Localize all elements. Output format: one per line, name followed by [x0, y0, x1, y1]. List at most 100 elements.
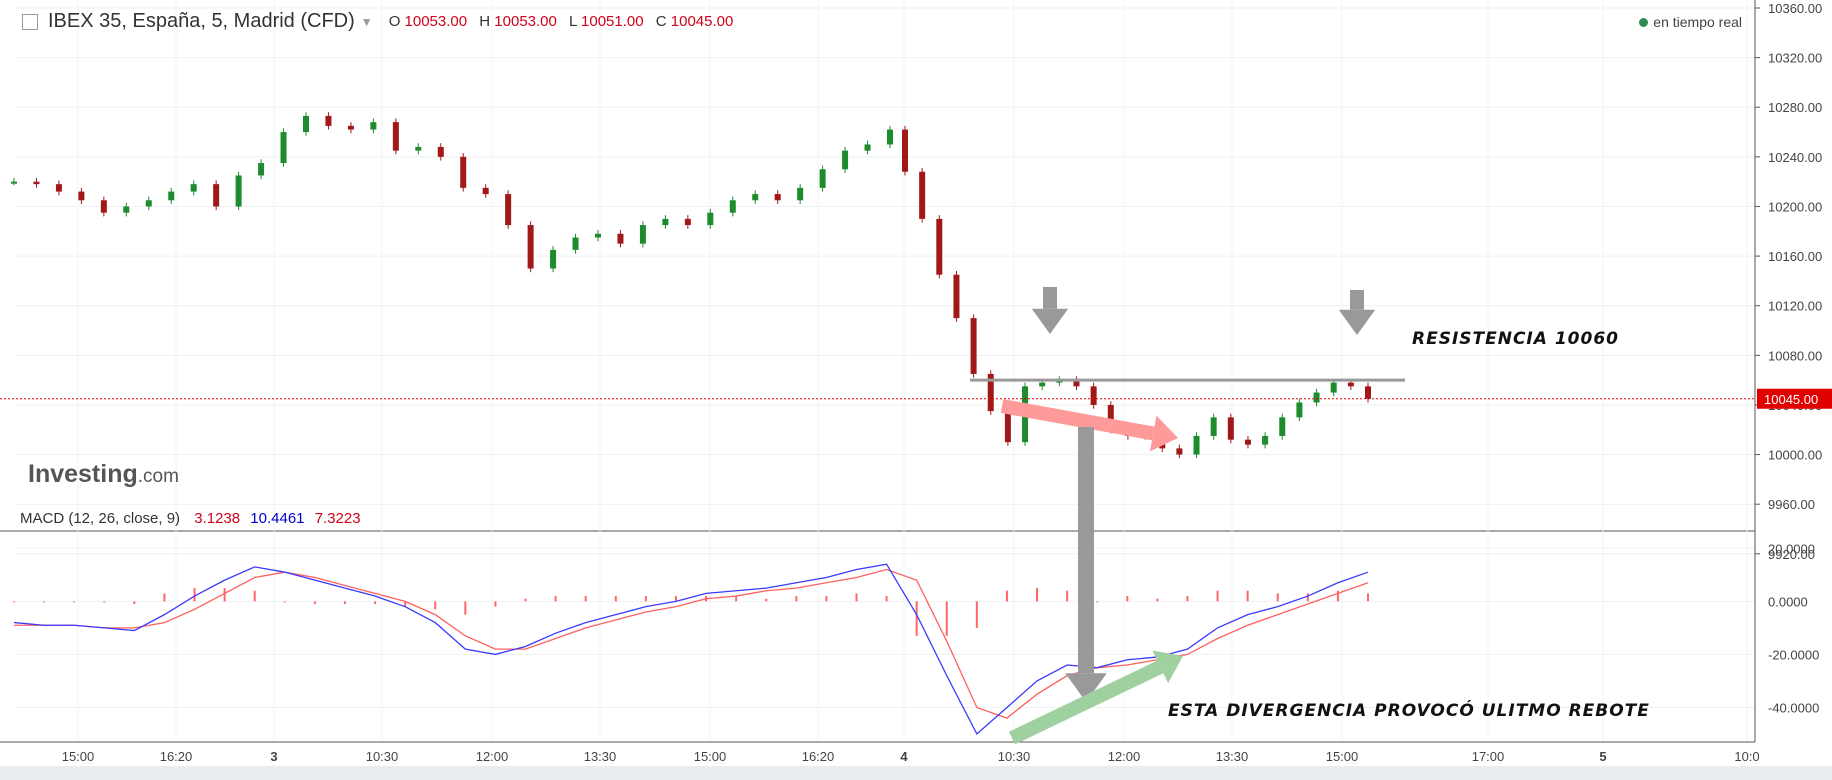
price-tick-label: 10080.00	[1768, 348, 1822, 363]
down-arrow-right-head	[1338, 309, 1376, 335]
candle-body	[987, 373, 994, 412]
histogram-bar	[945, 601, 948, 636]
candle-body	[190, 184, 197, 192]
candle-body	[527, 225, 534, 269]
histogram-bar	[614, 596, 617, 602]
histogram-bar	[313, 601, 316, 605]
signal-line	[14, 568, 1369, 719]
candle-body	[1107, 404, 1114, 430]
investing-logo: Investing.com	[28, 460, 179, 488]
candle-body	[595, 233, 601, 238]
time-tick-label: 16:20	[802, 749, 835, 764]
divergence-link-arrow-head	[1065, 673, 1107, 702]
resistance-annotation: RESISTENCIA 10060	[1412, 329, 1619, 349]
candle-body	[639, 225, 646, 244]
candle-body	[819, 169, 826, 188]
candle-body	[1262, 435, 1269, 445]
histogram-bar	[1096, 601, 1099, 603]
time-tick-label: 15:00	[1326, 749, 1359, 764]
histogram-bar	[1066, 590, 1069, 602]
candle-body	[936, 218, 943, 275]
histogram-bar	[1306, 593, 1309, 602]
candle-body	[482, 187, 489, 195]
price-divergence-arrow	[1000, 399, 1155, 441]
candle-body	[902, 129, 908, 172]
macd-line	[13, 563, 1369, 736]
candle-body	[347, 125, 354, 130]
candle-body	[280, 132, 287, 164]
candle-body	[123, 206, 130, 213]
time-tick-label: 3	[270, 749, 277, 764]
symbol-title[interactable]: IBEX 35, España, 5, Madrid (CFD)	[48, 10, 355, 32]
macd-tick-label: -40.0000	[1768, 700, 1819, 715]
ohlc-values: O 10053.00 H 10053.00 L 10051.00 C 10045…	[388, 13, 734, 30]
macd-divergence-arrow-head	[1152, 650, 1183, 684]
last-price-badge	[1757, 388, 1832, 409]
candle-body	[505, 194, 512, 226]
histogram-bar	[283, 601, 286, 603]
macd-tick-label: 0.0000	[1768, 594, 1808, 609]
down-arrow-left-head	[1031, 308, 1069, 334]
candle-body	[437, 146, 444, 157]
macd-hist-value: 3.1238	[194, 510, 241, 527]
bottom-toolbar	[0, 766, 1832, 780]
candle-body	[78, 191, 85, 201]
candle-body	[550, 249, 557, 269]
price-tick-label: 10120.00	[1768, 299, 1822, 314]
time-tick-label: 12:00	[476, 749, 509, 764]
histogram-bar	[43, 601, 46, 603]
histogram-bar	[1156, 598, 1159, 602]
macd-tick-label: 20.0000	[1768, 541, 1815, 556]
annotation-overlay	[970, 287, 1405, 745]
candle-body	[55, 184, 62, 192]
macd-value: 10.4461	[250, 510, 305, 527]
time-tick-label: 13:30	[584, 749, 617, 764]
candle-body	[145, 200, 152, 207]
candle-body	[1073, 380, 1080, 387]
price-divergence-arrow-head	[1149, 415, 1178, 452]
collapse-icon[interactable]	[22, 13, 38, 30]
price-tick-label: 9920.00	[1768, 547, 1815, 562]
histogram-bar	[825, 596, 828, 602]
candle-body	[887, 129, 893, 145]
histogram-bar	[193, 588, 196, 602]
time-tick-label: 10:30	[998, 749, 1031, 764]
candle-body	[460, 156, 467, 188]
candle-body	[1279, 417, 1286, 436]
status-badge: en tiempo real	[1639, 14, 1742, 30]
candle-body	[752, 194, 759, 201]
histogram-bar	[253, 590, 256, 602]
histogram-bar	[163, 593, 166, 602]
price-candles	[0, 112, 1755, 459]
macd-lines	[13, 563, 1369, 736]
candle-body	[33, 181, 40, 185]
candle-body	[415, 146, 422, 151]
histogram-bar	[855, 593, 858, 602]
histogram-bar	[223, 588, 226, 602]
histogram-bar	[584, 596, 587, 602]
candle-body	[303, 115, 309, 133]
candle-body	[774, 194, 781, 201]
candle-body	[1039, 382, 1046, 387]
candle-body	[684, 218, 691, 226]
candle-body	[842, 150, 849, 170]
histogram-bar	[494, 601, 497, 607]
histogram-bar	[735, 596, 738, 602]
histogram-bar	[1126, 596, 1129, 602]
time-tick-label: 10:0	[1734, 749, 1759, 764]
candle-body	[1296, 402, 1303, 418]
candle-body	[1193, 435, 1200, 455]
divergence-annotation: ESTA DIVERGENCIA PROVOCÓ ULITMO REBOTE	[1168, 701, 1650, 721]
candle-body	[11, 181, 17, 184]
histogram-bar	[554, 596, 557, 602]
candle-body	[864, 144, 871, 151]
price-tick-label: 10320.00	[1768, 51, 1822, 66]
price-tick-label: 10200.00	[1768, 199, 1822, 214]
chevron-down-icon[interactable]: ▼	[360, 14, 373, 29]
macd-label[interactable]: MACD (12, 26, close, 9)	[20, 510, 181, 527]
histogram-bar	[13, 601, 15, 603]
candle-body	[235, 175, 242, 207]
